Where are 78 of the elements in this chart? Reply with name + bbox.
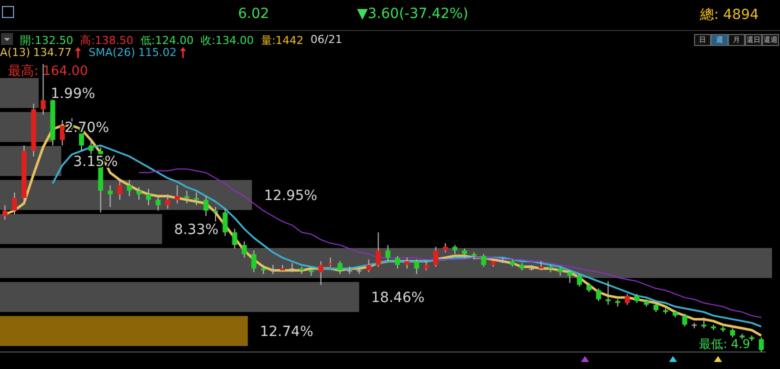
candlestick [117, 179, 122, 200]
candlestick [242, 240, 247, 258]
text: 115.02 [138, 46, 177, 59]
candlestick [558, 266, 563, 276]
candlestick [366, 259, 372, 273]
text: 收:134.00 [200, 33, 254, 48]
candlestick [194, 192, 199, 206]
candlestick [634, 293, 640, 304]
candlestick [682, 313, 688, 327]
data-label: 8.33% [174, 222, 219, 238]
text: 總: 4894 [700, 6, 759, 24]
candlestick [156, 196, 161, 212]
candlestick [318, 260, 324, 286]
candlestick [213, 206, 218, 222]
candlestick [251, 250, 256, 273]
candlestick [12, 192, 17, 215]
annotation: 最高: 164.00 [8, 63, 88, 80]
data-label: 12.74% [260, 324, 314, 340]
candlestick [338, 260, 343, 274]
candlestick [40, 64, 46, 116]
candlestick [730, 328, 736, 338]
candlestick [126, 179, 132, 197]
data-label: 12.95% [264, 188, 318, 204]
candlestick [270, 264, 276, 274]
candlestick [136, 186, 142, 200]
candlestick [260, 264, 266, 274]
candlestick [88, 140, 94, 157]
candlestick [624, 293, 630, 306]
text: 134.77 [33, 46, 72, 59]
candlestick [452, 244, 458, 255]
candlestick [701, 316, 706, 329]
candlestick [146, 188, 152, 206]
candlestick [596, 288, 602, 302]
candlestick [290, 262, 295, 273]
bar [0, 282, 360, 312]
data-label: 1.99% [50, 86, 96, 102]
bar [0, 316, 248, 346]
text: 6.02 [238, 6, 270, 22]
candlestick [586, 282, 592, 293]
candlestick [222, 208, 228, 236]
text: ▼3.60(-37.42%) [357, 6, 468, 22]
candlestick [433, 246, 438, 268]
candlestick [653, 302, 658, 312]
text: 06/21 [310, 33, 342, 48]
candlestick [567, 270, 572, 284]
candlestick [174, 184, 180, 204]
text: 開:132.50 [20, 33, 74, 48]
text: SMA(26) [88, 46, 136, 59]
text: A(13) [0, 46, 30, 59]
candlestick [385, 244, 390, 262]
candlestick [394, 255, 400, 270]
text: 高:138.50 [80, 33, 134, 48]
bar [0, 214, 162, 244]
candlestick [203, 196, 208, 217]
candlestick [328, 257, 333, 268]
candlestick [442, 242, 448, 253]
candlestick [2, 204, 8, 220]
candlestick [758, 336, 764, 352]
candlestick [481, 254, 486, 268]
text: 低:124.00 [140, 33, 194, 48]
candlestick [232, 228, 238, 250]
candlestick [576, 273, 582, 288]
candlestick [60, 120, 65, 146]
candlestick [538, 260, 544, 271]
candlestick [184, 190, 190, 204]
candlestick [347, 266, 352, 274]
candlestick [165, 194, 170, 210]
bar [0, 78, 39, 108]
candlestick [356, 266, 362, 274]
candlestick [424, 260, 429, 271]
candlestick [108, 184, 113, 208]
candlestick [404, 257, 410, 270]
annotation: 最低: 4.9 [699, 336, 750, 353]
candlestick [462, 248, 467, 258]
candlestick [414, 259, 420, 274]
candlestick [376, 232, 381, 268]
text: 量:1442 [260, 33, 304, 48]
data-label: 18.46% [371, 290, 425, 306]
